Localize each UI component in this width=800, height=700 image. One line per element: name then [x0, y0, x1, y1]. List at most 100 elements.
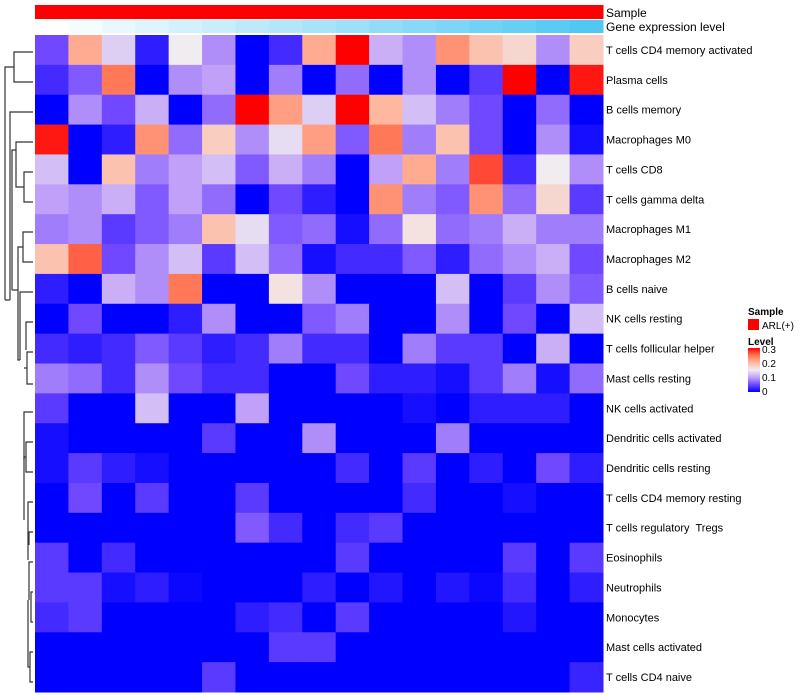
heatmap-cell	[168, 482, 203, 514]
heatmap-cell	[502, 64, 537, 96]
heatmap-cell	[435, 423, 470, 454]
heatmap-cell	[469, 303, 504, 335]
heatmap-cell	[135, 453, 170, 484]
heatmap-cell	[435, 602, 470, 633]
heatmap-cell	[502, 572, 537, 603]
heatmap-cell	[101, 542, 136, 574]
heatmap-cell	[402, 303, 437, 335]
heatmap-cell	[536, 363, 571, 394]
heatmap-cell	[135, 512, 170, 544]
heatmap-cell	[135, 94, 170, 126]
heatmap-cell	[135, 662, 170, 693]
heatmap-cell	[268, 602, 303, 633]
heatmap-cell	[502, 482, 537, 514]
heatmap-cell	[235, 602, 270, 633]
heatmap-cell	[369, 184, 404, 215]
heatmap-cell	[268, 572, 303, 603]
sample-annotation-cell	[202, 5, 236, 19]
heatmap-cell	[502, 333, 537, 364]
gene-expression-annotation-cell	[235, 20, 270, 33]
heatmap-cell	[101, 662, 136, 693]
heatmap-cell	[35, 662, 69, 693]
heatmap-cell	[168, 273, 203, 305]
heatmap-cell	[402, 244, 437, 275]
heatmap-cell	[302, 273, 337, 305]
heatmap-cell	[469, 184, 504, 215]
row-labels: T cells CD4 memory activated Plasma cells…	[606, 45, 753, 684]
heatmap-cell	[335, 423, 370, 454]
row-label: T cells CD4 memory activated	[606, 45, 753, 57]
legend-tick: 0.2	[762, 359, 776, 370]
heatmap-cell	[569, 64, 604, 96]
gene-expression-annotation-cell	[469, 20, 504, 33]
heatmap-cell	[536, 602, 571, 633]
heatmap-cell	[569, 512, 604, 544]
heatmap-cell	[502, 393, 537, 424]
heatmap-cell	[536, 94, 571, 126]
heatmap-cell	[569, 214, 604, 245]
heatmap-cell	[235, 124, 270, 155]
heatmap-cell	[435, 64, 470, 96]
heatmap-cell	[235, 572, 270, 603]
row-label: B cells naive	[606, 284, 668, 296]
heatmap-cell	[268, 363, 303, 394]
heatmap-cell	[302, 453, 337, 484]
heatmap-cell	[202, 453, 236, 484]
heatmap-cell	[235, 184, 270, 215]
heatmap-cell	[68, 94, 103, 126]
heatmap-cell	[35, 423, 69, 454]
heatmap-cell	[435, 542, 470, 574]
heatmap-cell	[569, 453, 604, 484]
gene-expression-annotation-cell	[101, 20, 136, 33]
sample-annotation-cell	[302, 5, 337, 19]
heatmap-cell	[235, 214, 270, 245]
heatmap-cell	[469, 124, 504, 155]
heatmap-cell	[435, 363, 470, 394]
heatmap-cell	[302, 662, 337, 693]
heatmap-cell	[68, 453, 103, 484]
heatmap-cell	[68, 662, 103, 693]
annotation-label-gene-expression: Gene expression level	[606, 20, 725, 34]
heatmap-cell	[469, 542, 504, 574]
heatmap-cell	[35, 273, 69, 305]
sample-annotation-cell	[369, 5, 404, 19]
heatmap-cell	[235, 154, 270, 185]
heatmap-cell	[35, 512, 69, 544]
legend-tick: 0	[762, 387, 768, 398]
gene-expression-annotation-cell	[35, 20, 69, 33]
sample-annotation-cell	[435, 5, 470, 19]
heatmap-cell	[202, 602, 236, 633]
heatmap-cell	[335, 453, 370, 484]
heatmap-cell	[469, 632, 504, 663]
row-dendrogram	[4, 51, 33, 683]
heatmap-cell	[35, 154, 69, 185]
heatmap-cell	[168, 154, 203, 185]
heatmap-cell	[502, 124, 537, 155]
heatmap-cell	[168, 363, 203, 394]
legend-title-level: Level	[748, 337, 774, 348]
heatmap-cell	[536, 64, 571, 96]
heatmap-cell	[135, 333, 170, 364]
heatmap-cell	[469, 94, 504, 126]
heatmap-cell	[35, 393, 69, 424]
heatmap-cell	[68, 542, 103, 574]
row-label: Macrophages M0	[606, 135, 691, 147]
heatmap-cell	[569, 542, 604, 574]
heatmap-cell	[268, 303, 303, 335]
heatmap-cell	[302, 303, 337, 335]
heatmap-cell	[369, 214, 404, 245]
heatmap-cell	[335, 333, 370, 364]
heatmap-cell	[135, 154, 170, 185]
heatmap-cell	[536, 273, 571, 305]
gene-expression-annotation-cell	[536, 20, 571, 33]
heatmap-cell	[168, 333, 203, 364]
legend-tick: 0.3	[762, 345, 776, 356]
heatmap-cell	[202, 482, 236, 514]
heatmap-cell	[268, 423, 303, 454]
heatmap-cell	[502, 303, 537, 335]
heatmap-cell	[402, 363, 437, 394]
heatmap-cell	[202, 572, 236, 603]
heatmap-cell	[168, 512, 203, 544]
heatmap-cell	[435, 393, 470, 424]
heatmap-cell	[35, 482, 69, 514]
